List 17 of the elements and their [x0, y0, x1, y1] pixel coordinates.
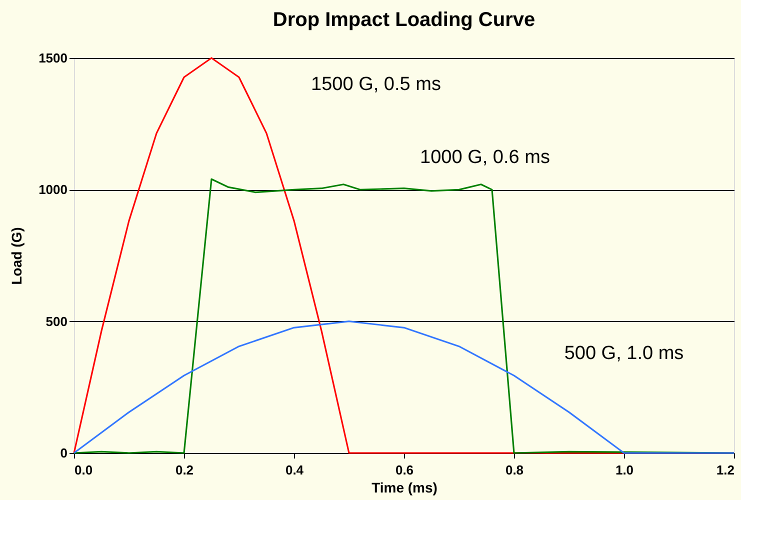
y-tick-label: 1000 [38, 182, 68, 198]
y-tick-label: 0 [60, 446, 68, 460]
x-tick-label: 0.0 [74, 462, 93, 478]
x-tick-label: 0.4 [285, 462, 304, 478]
x-tick-label: 0.2 [175, 462, 194, 478]
x-tick-label: 1.2 [716, 462, 734, 478]
annotation: 1000 G, 0.6 ms [420, 147, 550, 168]
x-tick-label: 1.0 [615, 462, 634, 478]
x-tick-label: 0.8 [505, 462, 524, 478]
x-tick-label: 0.6 [395, 462, 414, 478]
y-tick-label: 1500 [38, 50, 68, 66]
y-tick-label: 500 [46, 314, 68, 329]
annotation: 500 G, 1.0 ms [564, 343, 684, 364]
x-axis-title: Time (ms) [372, 480, 438, 496]
y-axis-title: Load (G) [8, 227, 25, 285]
annotation: 1500 G, 0.5 ms [311, 74, 441, 95]
chart-title: Drop Impact Loading Curve [272, 9, 536, 31]
